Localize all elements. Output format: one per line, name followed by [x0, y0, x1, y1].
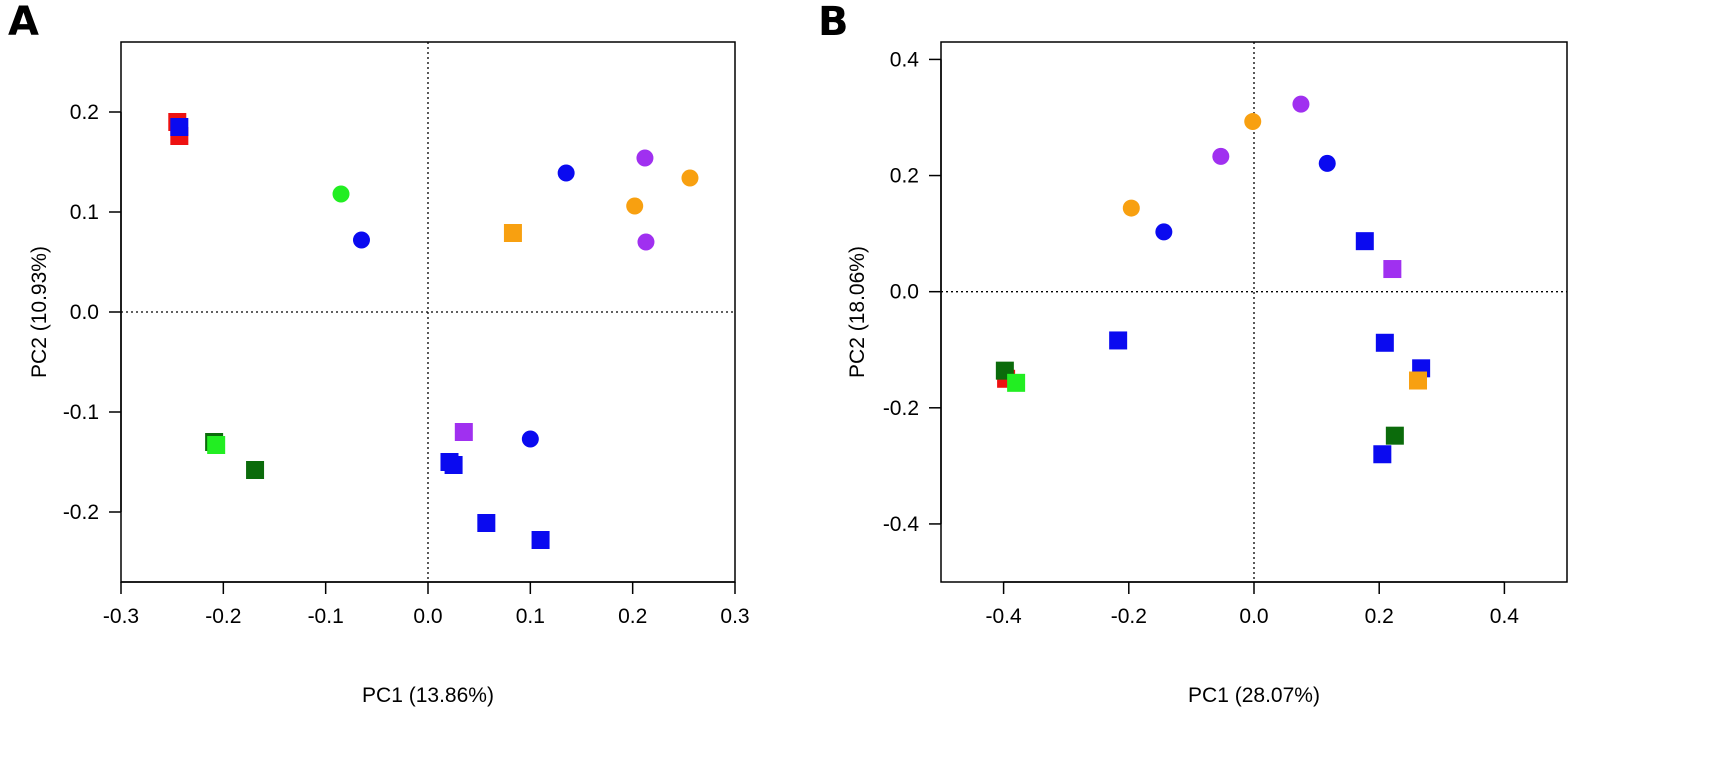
- panel-a-points: [168, 113, 699, 549]
- panel-a-y-axis-title: PC2 (10.93%): [28, 246, 51, 378]
- data-point-square: [1109, 331, 1128, 350]
- y-tick-label: -0.2: [63, 501, 99, 524]
- data-point-square: [531, 531, 550, 549]
- data-point-square: [207, 436, 226, 454]
- x-tick-label: -0.2: [205, 605, 241, 628]
- data-point-square: [1007, 373, 1026, 392]
- y-tick-label: -0.2: [883, 397, 919, 420]
- data-point-square: [503, 224, 522, 242]
- data-point-square: [454, 423, 473, 441]
- data-point-square: [1373, 445, 1392, 464]
- data-point-square: [246, 461, 265, 479]
- y-tick-label: -0.1: [63, 401, 99, 424]
- x-tick-label: 0.3: [720, 605, 749, 628]
- y-tick-label: 0.2: [890, 165, 919, 188]
- panel-b-y-axis-title: PC2 (18.06%): [846, 246, 869, 378]
- data-point-circle: [626, 197, 644, 215]
- x-tick-label: 0.2: [1365, 605, 1394, 628]
- y-tick-label: 0.4: [890, 48, 920, 71]
- panel-a-y-axis: -0.2 -0.1 0.0 0.1 0.2: [63, 101, 122, 524]
- data-point-square: [1383, 260, 1402, 279]
- data-point-square: [1375, 333, 1394, 352]
- data-point-circle: [521, 430, 539, 448]
- data-point-circle: [1292, 95, 1310, 113]
- x-tick-label: 0.1: [516, 605, 545, 628]
- data-point-circle: [1122, 199, 1140, 217]
- data-point-circle: [1155, 223, 1173, 241]
- data-point-square: [1409, 371, 1428, 390]
- panel-b-letter: B: [818, 0, 849, 45]
- data-point-square: [477, 514, 496, 532]
- data-point-square: [1355, 232, 1374, 251]
- panel-a-x-axis: -0.3 -0.2 -0.1 0.0 0.1 0.2 0.3: [103, 581, 750, 628]
- y-tick-label: -0.4: [883, 513, 920, 536]
- x-tick-label: 0.0: [413, 605, 442, 628]
- x-tick-label: -0.1: [308, 605, 344, 628]
- panel-a-x-axis-title: PC1 (13.86%): [362, 684, 494, 707]
- data-point-circle: [1212, 147, 1230, 165]
- panel-b-y-axis: -0.4 -0.2 0.0 0.2 0.4: [883, 48, 942, 536]
- x-tick-label: -0.3: [103, 605, 139, 628]
- y-tick-label: 0.0: [890, 281, 919, 304]
- x-tick-label: 0.4: [1490, 605, 1520, 628]
- data-point-square: [170, 118, 189, 136]
- panel-b-points: [995, 95, 1431, 464]
- y-tick-label: 0.2: [70, 101, 99, 124]
- x-tick-label: 0.2: [618, 605, 647, 628]
- data-point-square: [1385, 426, 1404, 445]
- y-tick-label: 0.1: [70, 201, 99, 224]
- data-point-circle: [681, 169, 699, 187]
- x-tick-label: 0.0: [1239, 605, 1268, 628]
- data-point-circle: [1318, 154, 1336, 172]
- x-tick-label: -0.4: [986, 605, 1023, 628]
- data-point-circle: [332, 185, 350, 203]
- panel-b: B -0.4 -0.2 0.0 0.2 0.4 -0.4 -0.2 0.0 0.2 0.4 PC…: [818, 0, 1568, 707]
- data-point-circle: [557, 164, 575, 182]
- data-point-circle: [352, 231, 370, 249]
- panel-b-x-axis: -0.4 -0.2 0.0 0.2 0.4: [986, 581, 1520, 628]
- y-tick-label: 0.0: [70, 301, 99, 324]
- data-point-circle: [637, 233, 655, 251]
- panel-b-x-axis-title: PC1 (28.07%): [1188, 684, 1320, 707]
- data-point-circle: [1244, 113, 1262, 131]
- panel-a: A -0.3 -0.2 -0.1 0.0 0.1 0.2 0.3 -0.2 -0.1 0.0 0.…: [8, 0, 750, 707]
- panel-a-letter: A: [8, 0, 39, 45]
- x-tick-label: -0.2: [1111, 605, 1147, 628]
- data-point-square: [444, 456, 463, 474]
- data-point-circle: [636, 149, 654, 167]
